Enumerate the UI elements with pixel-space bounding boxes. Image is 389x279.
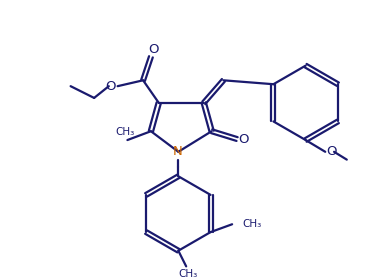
Text: O: O (239, 133, 249, 146)
Text: O: O (105, 80, 116, 93)
Text: O: O (326, 145, 336, 158)
Text: O: O (149, 44, 159, 56)
Text: CH₃: CH₃ (116, 127, 135, 137)
Text: N: N (172, 145, 182, 158)
Text: CH₃: CH₃ (242, 219, 261, 229)
Text: CH₃: CH₃ (179, 269, 198, 279)
